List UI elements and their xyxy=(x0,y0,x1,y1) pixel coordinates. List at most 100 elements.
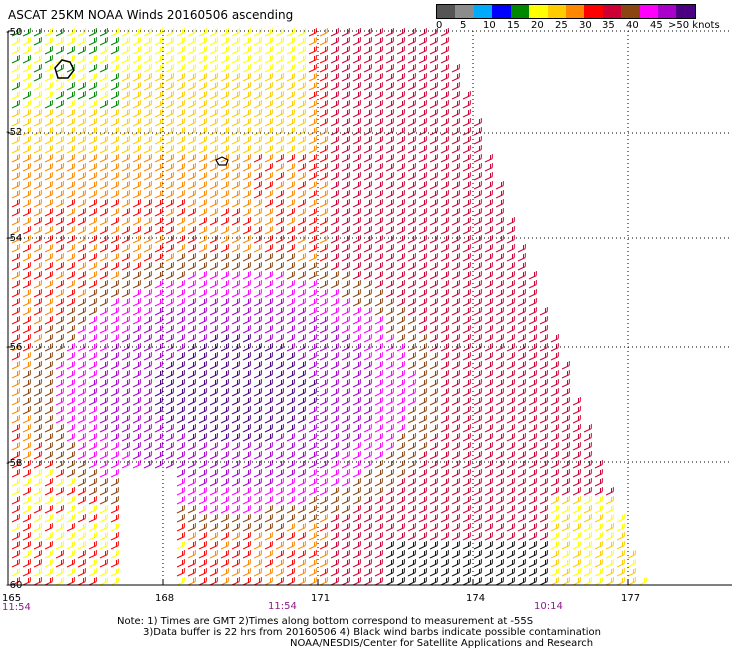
wind-barb xyxy=(373,388,384,396)
wind-barb xyxy=(329,568,340,576)
wind-barb xyxy=(208,28,219,36)
wind-barb xyxy=(483,361,494,369)
wind-barb xyxy=(87,397,98,405)
wind-barb xyxy=(285,451,296,459)
wind-barb xyxy=(362,316,373,324)
wind-barb xyxy=(252,352,263,360)
wind-barb xyxy=(219,361,230,369)
wind-barb xyxy=(241,424,252,432)
wind-barb xyxy=(175,91,186,99)
wind-barb xyxy=(164,55,175,63)
wind-barb xyxy=(54,28,65,36)
wind-barb xyxy=(296,253,307,261)
wind-barb xyxy=(131,163,142,171)
wind-barb xyxy=(263,307,274,315)
map-title: ASCAT 25KM NOAA Winds 20160506 ascending xyxy=(8,8,293,22)
wind-barb xyxy=(329,37,340,45)
wind-barb xyxy=(274,235,285,243)
wind-barb xyxy=(395,208,406,216)
wind-barb xyxy=(615,523,626,531)
wind-barb xyxy=(362,469,373,477)
wind-barb xyxy=(307,172,318,180)
wind-barb xyxy=(43,460,54,468)
wind-barb xyxy=(98,46,109,54)
color-bar xyxy=(436,4,696,19)
wind-barb xyxy=(384,370,395,378)
wind-barb xyxy=(21,496,32,504)
wind-barb xyxy=(263,352,274,360)
scale-swatch xyxy=(511,5,529,18)
wind-barb xyxy=(406,559,417,567)
wind-barb xyxy=(153,388,164,396)
wind-barb xyxy=(186,433,197,441)
wind-barb xyxy=(483,208,494,216)
wind-barb xyxy=(516,262,527,270)
wind-barb xyxy=(318,199,329,207)
wind-barb xyxy=(153,208,164,216)
wind-barb xyxy=(10,154,21,162)
wind-barb xyxy=(329,91,340,99)
wind-barb xyxy=(219,253,230,261)
wind-barb xyxy=(98,433,109,441)
wind-barb xyxy=(197,109,208,117)
wind-barb xyxy=(549,559,560,567)
wind-barb xyxy=(98,199,109,207)
wind-barb xyxy=(252,28,263,36)
wind-barb xyxy=(494,199,505,207)
wind-barb xyxy=(252,505,263,513)
wind-barb xyxy=(329,190,340,198)
wind-barb xyxy=(263,451,274,459)
wind-barb xyxy=(219,172,230,180)
wind-barb xyxy=(197,361,208,369)
wind-barb xyxy=(450,424,461,432)
wind-barb xyxy=(395,37,406,45)
scale-swatch xyxy=(548,5,566,18)
wind-barb xyxy=(483,451,494,459)
wind-barb xyxy=(406,496,417,504)
wind-barb xyxy=(406,280,417,288)
wind-barb xyxy=(241,451,252,459)
wind-barb xyxy=(54,505,65,513)
wind-barb xyxy=(285,487,296,495)
wind-barb xyxy=(109,199,120,207)
wind-barb xyxy=(164,316,175,324)
wind-barb xyxy=(329,199,340,207)
wind-barb xyxy=(131,352,142,360)
wind-barb xyxy=(109,262,120,270)
wind-barb xyxy=(307,361,318,369)
wind-barb xyxy=(285,253,296,261)
wind-barb xyxy=(65,118,76,126)
wind-barb xyxy=(252,298,263,306)
wind-barb xyxy=(395,163,406,171)
wind-barb xyxy=(43,73,54,81)
wind-barb xyxy=(21,208,32,216)
wind-barb xyxy=(340,280,351,288)
wind-barb xyxy=(153,136,164,144)
wind-barb xyxy=(483,487,494,495)
wind-barb xyxy=(10,145,21,153)
wind-barb xyxy=(32,190,43,198)
wind-barb xyxy=(219,55,230,63)
wind-barb xyxy=(98,316,109,324)
wind-barb xyxy=(54,262,65,270)
wind-barb xyxy=(10,559,21,567)
wind-barb xyxy=(406,370,417,378)
wind-barb xyxy=(131,55,142,63)
wind-barb xyxy=(461,280,472,288)
wind-barb xyxy=(241,253,252,261)
wind-barb xyxy=(461,343,472,351)
wind-barb xyxy=(538,388,549,396)
wind-barb xyxy=(384,406,395,414)
wind-barb xyxy=(120,217,131,225)
wind-barb xyxy=(109,550,120,558)
wind-barb xyxy=(142,37,153,45)
wind-barb xyxy=(43,316,54,324)
wind-barb xyxy=(340,163,351,171)
wind-barb xyxy=(164,442,175,450)
wind-barb xyxy=(98,289,109,297)
wind-barb xyxy=(395,487,406,495)
wind-barb xyxy=(395,388,406,396)
wind-barb xyxy=(197,451,208,459)
wind-barb xyxy=(230,478,241,486)
wind-barb xyxy=(307,415,318,423)
